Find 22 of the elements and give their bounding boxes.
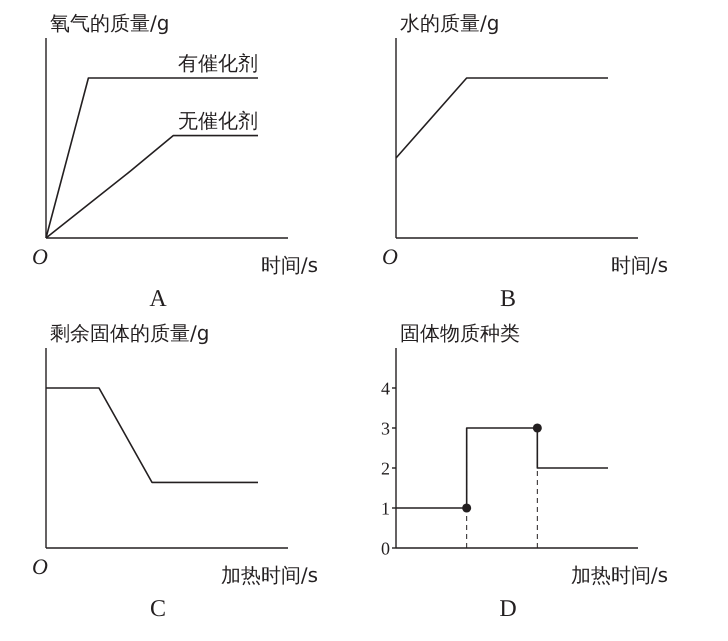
y-tick-label: 3 [381, 418, 390, 438]
y-tick-label: 2 [381, 458, 390, 478]
x-axis-title: 加热时间/s [220, 562, 318, 589]
text: B [498, 286, 517, 313]
text: A [148, 286, 168, 313]
y-axis-title: 水的质量/g [400, 10, 500, 37]
y-tick-label: 0 [381, 538, 390, 558]
y-axis-title: 固体物质种类 [400, 320, 520, 347]
x-axis-title: 时间/s [260, 252, 318, 279]
y-axis-title: 氧气的质量/g [50, 10, 170, 37]
x-axis-title: 时间/s [610, 252, 668, 279]
text: O [32, 554, 48, 580]
y-axis-title: 剩余固体的质量/g [50, 320, 210, 347]
y-tick-label: 4 [381, 378, 390, 398]
text: O [382, 244, 398, 270]
text: O [32, 244, 48, 270]
text: D [498, 596, 518, 623]
text: C [148, 596, 167, 623]
series-label: 无催化剂 [178, 108, 258, 133]
series-label: 有催化剂 [178, 51, 258, 75]
y-tick-label: 1 [381, 498, 390, 518]
x-axis-title: 加热时间/s [570, 562, 668, 589]
